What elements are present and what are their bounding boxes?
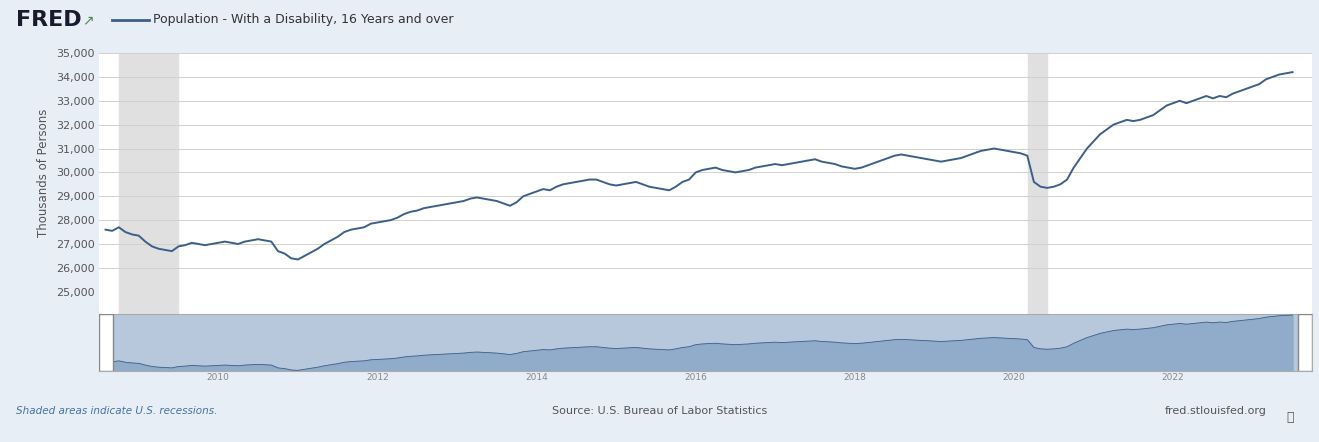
- Y-axis label: Thousands of Persons: Thousands of Persons: [37, 108, 50, 236]
- Bar: [119, 292, 178, 314]
- Bar: [119, 53, 178, 292]
- FancyBboxPatch shape: [1298, 314, 1312, 371]
- Text: Source: U.S. Bureau of Labor Statistics: Source: U.S. Bureau of Labor Statistics: [551, 406, 768, 416]
- FancyBboxPatch shape: [99, 314, 113, 371]
- Bar: [1028, 53, 1047, 292]
- Text: fred.stlouisfed.org: fred.stlouisfed.org: [1165, 406, 1266, 416]
- Text: Population - With a Disability, 16 Years and over: Population - With a Disability, 16 Years…: [153, 13, 454, 27]
- Text: ⤢: ⤢: [1286, 411, 1294, 424]
- Text: Shaded areas indicate U.S. recessions.: Shaded areas indicate U.S. recessions.: [16, 406, 218, 416]
- Bar: [1028, 292, 1047, 314]
- Text: ↗: ↗: [82, 14, 94, 28]
- Text: FRED: FRED: [16, 10, 82, 30]
